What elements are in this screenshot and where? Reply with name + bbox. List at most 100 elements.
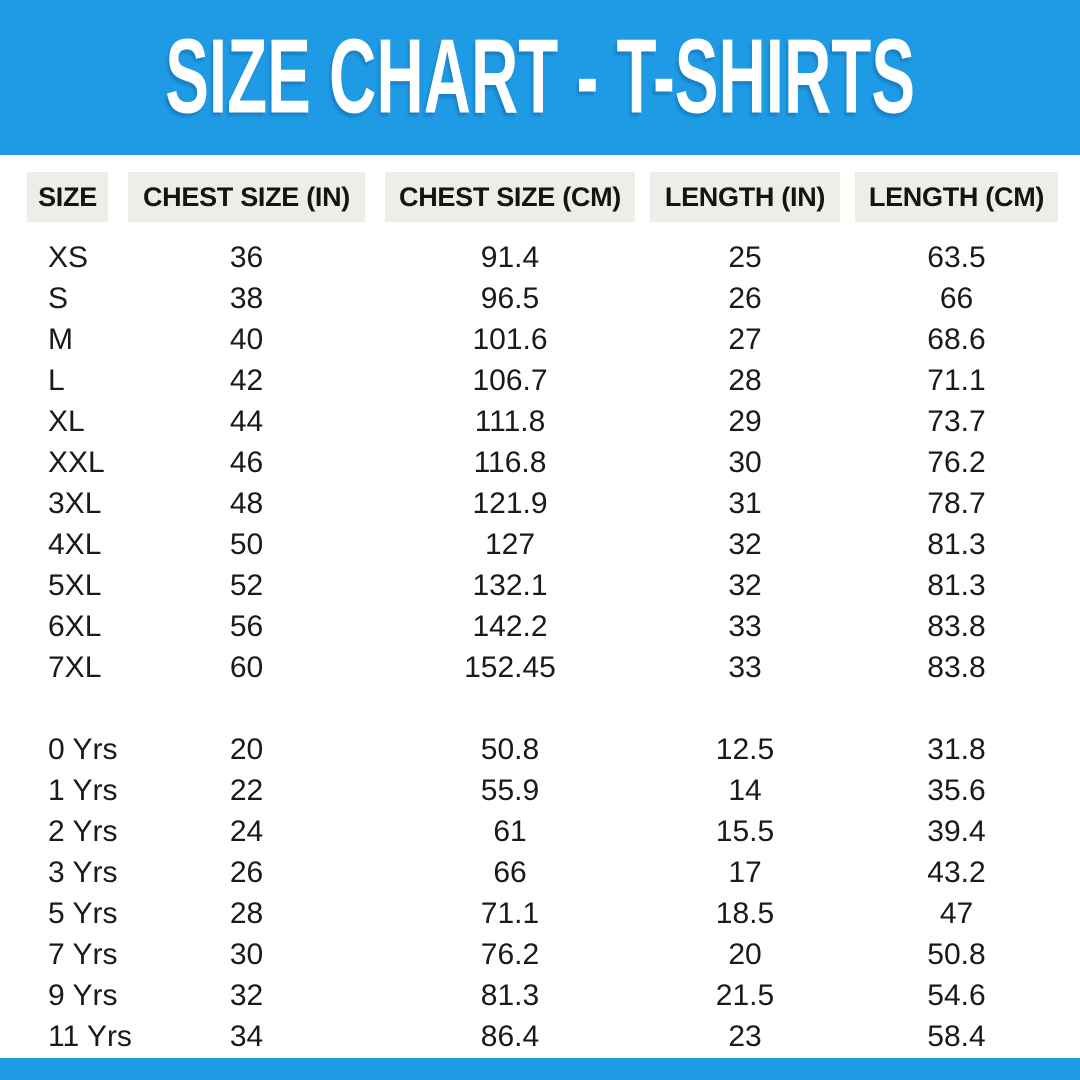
table-row: 3XL 48 121.9 31 78.7: [27, 483, 1058, 524]
size-cell: 5 Yrs: [48, 897, 118, 930]
value-cell: 26: [728, 282, 762, 315]
value-cell: 31: [728, 487, 762, 520]
table-body: XS 36 91.4 25 63.5 S 38 96.5 26 66 M 40 101.6 27 68.6 L…: [27, 237, 1058, 1057]
value-cell: 33: [728, 610, 762, 643]
value-cell: 22: [229, 774, 264, 807]
table-row: 2 Yrs 24 61 15.5 39.4: [27, 811, 1058, 852]
value-cell: 58.4: [927, 1020, 986, 1053]
value-cell: 43.2: [927, 856, 986, 889]
value-cell: 111.8: [474, 405, 546, 438]
title-banner: SIZE CHART - T-SHIRTS: [0, 0, 1080, 155]
value-cell: 28: [229, 897, 264, 930]
value-cell: 32: [728, 569, 762, 602]
value-cell: 73.7: [927, 405, 986, 438]
column-header: LENGTH (IN): [650, 172, 840, 222]
value-cell: 29: [728, 405, 762, 438]
size-cell: 9 Yrs: [48, 979, 118, 1012]
value-cell: 106.7: [472, 364, 548, 397]
table-row: 6XL 56 142.2 33 83.8: [27, 606, 1058, 647]
value-cell: 60: [229, 651, 264, 684]
value-cell: 101.6: [472, 323, 548, 356]
table-row: M 40 101.6 27 68.6: [27, 319, 1058, 360]
value-cell: 30: [229, 938, 264, 971]
size-cell: S: [48, 282, 69, 315]
value-cell: 33: [728, 651, 762, 684]
value-cell: 24: [229, 815, 264, 848]
column-header: CHEST SIZE (IN): [128, 172, 365, 222]
value-cell: 76.2: [927, 446, 986, 479]
value-cell: 25: [728, 241, 762, 274]
value-cell: 121.9: [472, 487, 548, 520]
size-cell: 1 Yrs: [48, 774, 118, 807]
value-cell: 48: [229, 487, 264, 520]
value-cell: 71.1: [480, 897, 540, 930]
size-chart-table: SIZE CHEST SIZE (IN) CHEST SIZE (CM) LENGTH…: [0, 155, 1080, 1058]
value-cell: 76.2: [480, 938, 540, 971]
value-cell: 14: [728, 774, 762, 807]
group-spacer: [27, 688, 1058, 729]
size-cell: XXL: [48, 446, 105, 479]
table-header-row: SIZE CHEST SIZE (IN) CHEST SIZE (CM) LENGTH…: [27, 172, 1058, 222]
value-cell: 91.4: [480, 241, 540, 274]
value-cell: 81.3: [927, 569, 986, 602]
table-row: 1 Yrs 22 55.9 14 35.6: [27, 770, 1058, 811]
value-cell: 26: [229, 856, 264, 889]
size-cell: 3XL: [48, 487, 102, 520]
value-cell: 55.9: [480, 774, 540, 807]
value-cell: 78.7: [927, 487, 986, 520]
table-row: L 42 106.7 28 71.1: [27, 360, 1058, 401]
column-header: SIZE: [27, 172, 108, 222]
table-row: 9 Yrs 32 81.3 21.5 54.6: [27, 975, 1058, 1016]
value-cell: 23: [728, 1020, 762, 1053]
value-cell: 86.4: [480, 1020, 540, 1053]
size-cell: 11 Yrs: [48, 1020, 132, 1053]
value-cell: 42: [229, 364, 264, 397]
table-row: S 38 96.5 26 66: [27, 278, 1058, 319]
value-cell: 83.8: [927, 651, 986, 684]
table-row: 5 Yrs 28 71.1 18.5 47: [27, 893, 1058, 934]
size-cell: 4XL: [48, 528, 102, 561]
value-cell: 50: [229, 528, 264, 561]
value-cell: 66: [493, 856, 527, 889]
value-cell: 15.5: [715, 815, 775, 848]
size-cell: M: [48, 323, 73, 356]
value-cell: 96.5: [480, 282, 540, 315]
value-cell: 132.1: [472, 569, 548, 602]
value-cell: 28: [728, 364, 762, 397]
value-cell: 38: [229, 282, 264, 315]
size-cell: 7XL: [48, 651, 102, 684]
value-cell: 56: [229, 610, 264, 643]
value-cell: 17: [728, 856, 762, 889]
size-cell: 3 Yrs: [48, 856, 118, 889]
value-cell: 81.3: [927, 528, 986, 561]
value-cell: 30: [728, 446, 762, 479]
value-cell: 27: [728, 323, 762, 356]
value-cell: 142.2: [472, 610, 548, 643]
value-cell: 46: [229, 446, 264, 479]
value-cell: 20: [728, 938, 762, 971]
value-cell: 68.6: [927, 323, 986, 356]
value-cell: 61: [493, 815, 527, 848]
value-cell: 36: [229, 241, 264, 274]
value-cell: 66: [939, 282, 974, 315]
table-row: XL 44 111.8 29 73.7: [27, 401, 1058, 442]
table-row: 0 Yrs 20 50.8 12.5 31.8: [27, 729, 1058, 770]
value-cell: 47: [939, 897, 974, 930]
size-cell: XL: [48, 405, 85, 438]
value-cell: 32: [728, 528, 762, 561]
table-row: 11 Yrs 34 86.4 23 58.4: [27, 1016, 1058, 1057]
table-row: 4XL 50 127 32 81.3: [27, 524, 1058, 565]
size-cell: L: [48, 364, 65, 397]
value-cell: 20: [229, 733, 264, 766]
table-row: XS 36 91.4 25 63.5: [27, 237, 1058, 278]
value-cell: 12.5: [715, 733, 775, 766]
table-row: XXL 46 116.8 30 76.2: [27, 442, 1058, 483]
table-row: 7XL 60 152.45 33 83.8: [27, 647, 1058, 688]
value-cell: 52: [229, 569, 264, 602]
value-cell: 116.8: [473, 446, 547, 479]
value-cell: 152.45: [464, 651, 556, 684]
value-cell: 39.4: [927, 815, 986, 848]
size-cell: 2 Yrs: [48, 815, 118, 848]
column-header: CHEST SIZE (CM): [385, 172, 635, 222]
value-cell: 31.8: [927, 733, 986, 766]
